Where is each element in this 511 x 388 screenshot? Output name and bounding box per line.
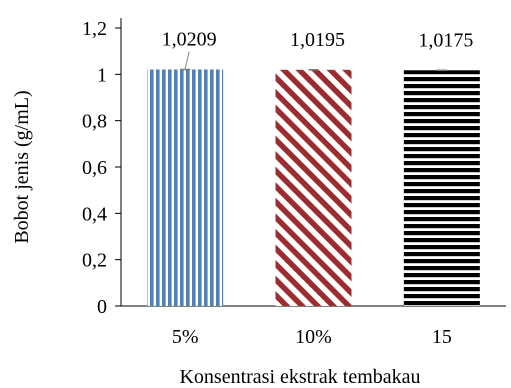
y-tick-label: 1 (97, 64, 107, 86)
y-tick-label: 0,4 (82, 203, 107, 225)
x-tick-label: 10% (295, 326, 332, 348)
plot-area: 0 0,2 0,4 0,6 0,8 1 1,2 1,0209 5% 1,0195 10% 1,0175… (82, 18, 506, 348)
bar (275, 69, 352, 307)
data-label: 1,0195 (290, 29, 345, 51)
x-tick-label: 15 (432, 326, 452, 348)
data-label: 1,0175 (418, 29, 473, 51)
data-label-leader (184, 51, 190, 69)
y-axis-label: Bobot jenis (g/mL) (11, 90, 33, 243)
y-tick-label: 0 (97, 296, 107, 318)
y-tick-label: 0,6 (82, 157, 107, 179)
x-axis-label: Konsentrasi ekstrak tembakau (179, 366, 420, 388)
bar (403, 70, 480, 306)
data-label: 1,0209 (162, 28, 217, 50)
bar (147, 69, 224, 306)
y-tick-label: 1,2 (82, 18, 107, 40)
x-tick-label: 5% (172, 326, 199, 348)
y-tick-label: 0,8 (82, 111, 107, 133)
y-tick-label: 0,2 (82, 250, 107, 272)
